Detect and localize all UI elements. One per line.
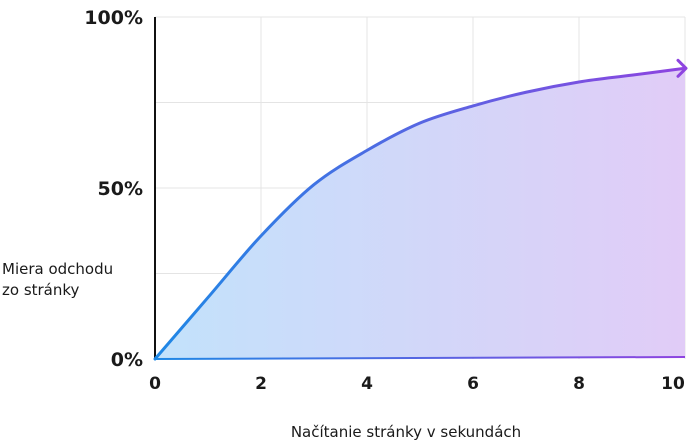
x-tick-label: 8: [573, 374, 585, 394]
y-tick-label: 100%: [84, 7, 143, 29]
baseline-line: [154, 356, 686, 360]
x-axis-label: Načítanie stránky v sekundách: [291, 423, 521, 441]
y-axis-label-line-1: Miera odchodu: [2, 260, 113, 278]
x-tick-label: 2: [255, 374, 267, 394]
x-tick-label: 10: [661, 374, 685, 394]
series-line: [153, 66, 687, 361]
arrow-head-icon: [676, 58, 688, 78]
y-tick-label: 0%: [111, 349, 143, 371]
x-tick-label: 0: [149, 374, 161, 394]
y-axis-label-line-2: zo stránky: [2, 281, 80, 299]
area-fill: [155, 68, 685, 360]
x-tick-label: 4: [361, 374, 373, 394]
y-tick-label: 50%: [98, 178, 143, 200]
x-tick-label: 6: [467, 374, 479, 394]
